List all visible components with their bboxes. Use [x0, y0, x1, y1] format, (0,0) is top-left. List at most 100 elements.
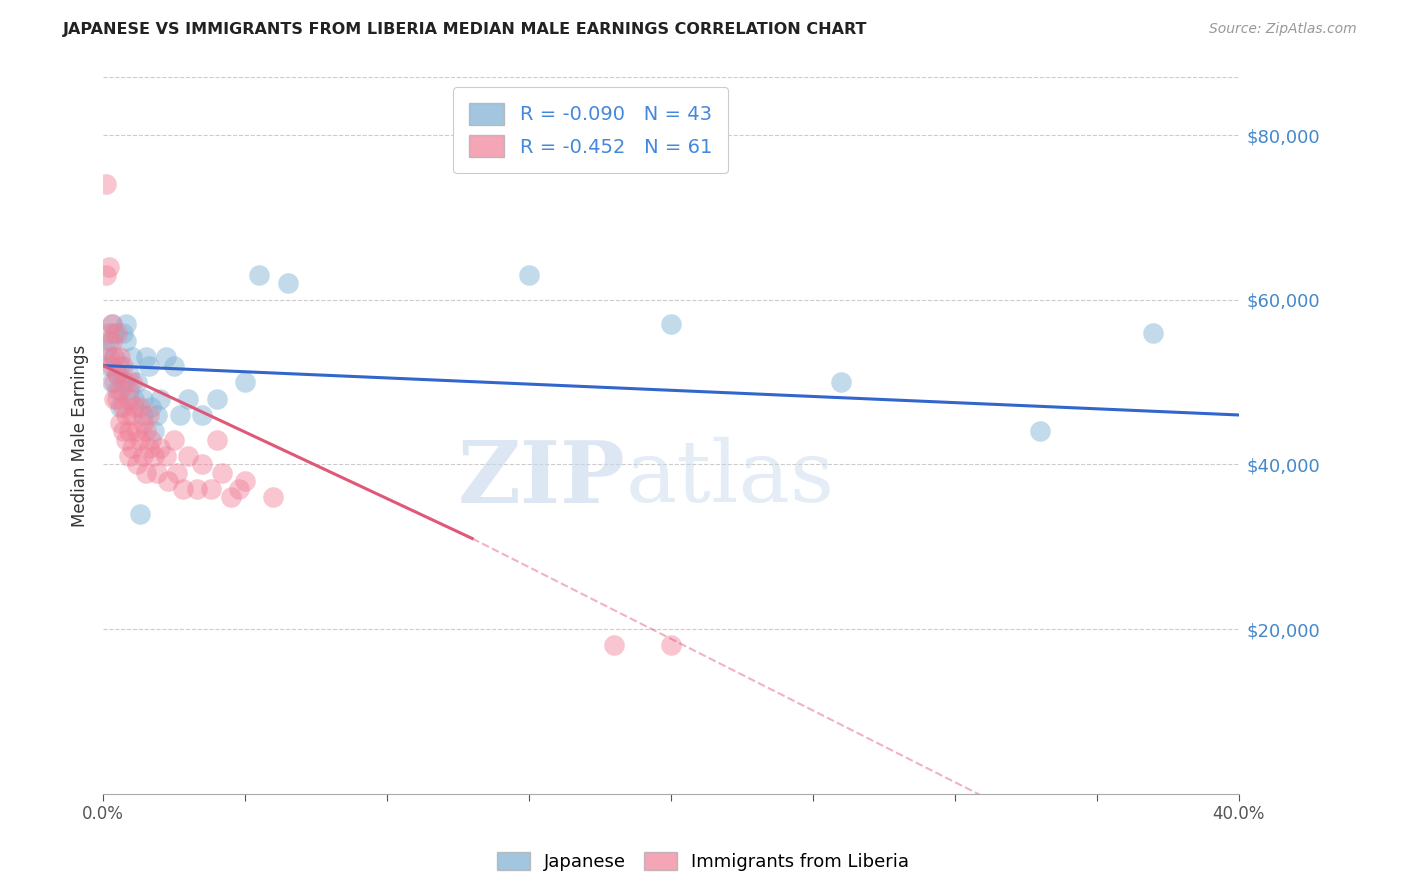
Point [138, 441, 160, 455]
Point [138, 359, 160, 373]
Point [111, 359, 134, 373]
Point [830, 375, 852, 389]
Point [121, 441, 143, 455]
Point [97, 326, 120, 340]
Point [177, 392, 200, 406]
Point [141, 433, 163, 447]
Point [118, 367, 141, 381]
Point [103, 351, 125, 365]
Point [105, 367, 128, 381]
Point [111, 326, 134, 340]
Point [211, 466, 233, 480]
Point [219, 491, 242, 505]
Point [149, 392, 172, 406]
Point [115, 408, 138, 422]
Point [121, 351, 143, 365]
Point [127, 425, 149, 439]
Point [205, 433, 228, 447]
Point [124, 392, 146, 406]
Point [228, 482, 250, 496]
Point [138, 408, 160, 422]
Legend: R = -0.090   N = 43, R = -0.452   N = 61: R = -0.090 N = 43, R = -0.452 N = 61 [454, 87, 727, 173]
Point [233, 474, 256, 488]
Point [157, 474, 180, 488]
Point [129, 400, 152, 414]
Point [115, 375, 138, 389]
Point [105, 326, 128, 340]
Point [97, 359, 120, 373]
Point [100, 318, 122, 332]
Point [659, 639, 682, 653]
Point [191, 458, 214, 472]
Point [277, 277, 299, 291]
Point [163, 433, 186, 447]
Point [100, 318, 122, 332]
Point [100, 334, 122, 348]
Point [166, 466, 188, 480]
Point [1142, 326, 1164, 340]
Point [146, 408, 169, 422]
Point [149, 441, 172, 455]
Point [172, 482, 194, 496]
Point [186, 482, 208, 496]
Point [135, 351, 157, 365]
Point [94, 342, 117, 356]
Point [155, 351, 177, 365]
Point [115, 334, 138, 348]
Point [155, 449, 177, 463]
Point [118, 384, 141, 398]
Point [121, 408, 143, 422]
Point [108, 384, 131, 398]
Point [135, 425, 157, 439]
Point [129, 507, 152, 521]
Point [111, 375, 134, 389]
Point [111, 400, 134, 414]
Point [105, 384, 128, 398]
Point [135, 466, 157, 480]
Text: Source: ZipAtlas.com: Source: ZipAtlas.com [1209, 22, 1357, 37]
Point [127, 375, 149, 389]
Point [143, 449, 166, 463]
Point [129, 433, 152, 447]
Point [103, 392, 125, 406]
Point [233, 375, 256, 389]
Point [118, 449, 141, 463]
Point [169, 408, 191, 422]
Point [108, 359, 131, 373]
Point [108, 400, 131, 414]
Point [205, 392, 228, 406]
Text: JAPANESE VS IMMIGRANTS FROM LIBERIA MEDIAN MALE EARNINGS CORRELATION CHART: JAPANESE VS IMMIGRANTS FROM LIBERIA MEDI… [63, 22, 868, 37]
Point [124, 400, 146, 414]
Point [517, 268, 540, 282]
Point [247, 268, 270, 282]
Point [146, 466, 169, 480]
Point [127, 458, 149, 472]
Point [132, 392, 155, 406]
Point [97, 334, 120, 348]
Point [103, 351, 125, 365]
Point [94, 268, 117, 282]
Point [105, 367, 128, 381]
Point [143, 425, 166, 439]
Point [262, 491, 284, 505]
Point [100, 359, 122, 373]
Point [115, 433, 138, 447]
Point [103, 326, 125, 340]
Y-axis label: Median Male Earnings: Median Male Earnings [72, 344, 89, 526]
Point [105, 392, 128, 406]
Point [132, 416, 155, 430]
Point [141, 400, 163, 414]
Point [97, 260, 120, 274]
Point [132, 449, 155, 463]
Point [200, 482, 222, 496]
Point [108, 351, 131, 365]
Point [103, 375, 125, 389]
Point [111, 425, 134, 439]
Point [191, 408, 214, 422]
Point [659, 318, 682, 332]
Point [108, 416, 131, 430]
Point [94, 178, 117, 192]
Legend: Japanese, Immigrants from Liberia: Japanese, Immigrants from Liberia [489, 845, 917, 879]
Point [1029, 425, 1052, 439]
Text: atlas: atlas [626, 437, 835, 520]
